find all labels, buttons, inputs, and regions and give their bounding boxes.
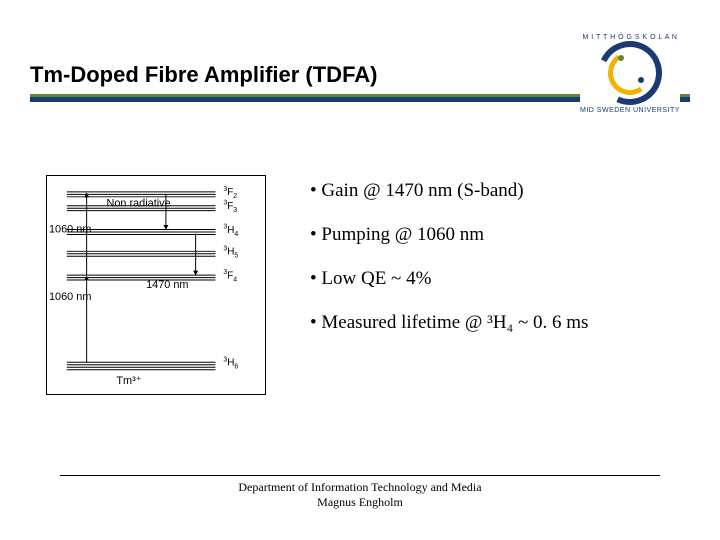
logo-dot-green	[618, 55, 624, 61]
bullet-item: Pumping @ 1060 nm	[310, 224, 690, 246]
bullet-list: Gain @ 1470 nm (S-band) Pumping @ 1060 n…	[310, 180, 690, 356]
university-logo: M I T T H Ö G S K O L A N MID SWEDEN UNI…	[580, 28, 680, 118]
footer-divider	[60, 475, 660, 476]
footer-line-2: Magnus Engholm	[0, 495, 720, 510]
bullet-item: Gain @ 1470 nm (S-band)	[310, 180, 690, 202]
logo-dot-blue	[638, 77, 644, 83]
logo-bottom-text: MID SWEDEN UNIVERSITY	[580, 107, 680, 114]
slide-footer: Department of Information Technology and…	[0, 475, 720, 510]
logo-circle	[598, 41, 662, 105]
energy-level-diagram: 3F23F33H43H53F43H61060 nmNon radiative10…	[46, 175, 266, 395]
bullet-item: Low QE ~ 4%	[310, 268, 690, 290]
slide-title: Tm-Doped Fibre Amplifier (TDFA)	[30, 62, 378, 88]
diagram-svg: 3F23F33H43H53F43H61060 nmNon radiative10…	[47, 176, 265, 394]
bullet-item: Measured lifetime @ ³H₄ ~ 0. 6 ms	[310, 312, 690, 334]
footer-line-1: Department of Information Technology and…	[0, 480, 720, 495]
